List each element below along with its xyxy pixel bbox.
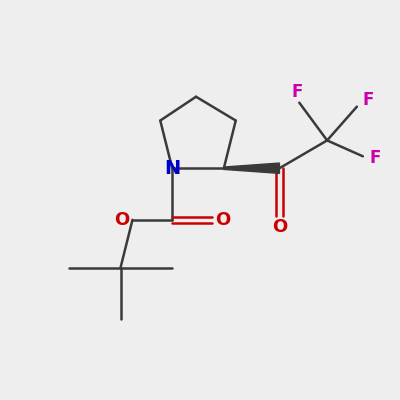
Text: O: O [272,218,287,236]
Text: N: N [164,159,180,178]
Text: F: F [369,149,380,167]
Polygon shape [224,163,280,173]
Text: O: O [216,211,231,229]
Text: F: F [292,82,303,100]
Text: O: O [114,211,129,229]
Text: F: F [362,90,374,108]
